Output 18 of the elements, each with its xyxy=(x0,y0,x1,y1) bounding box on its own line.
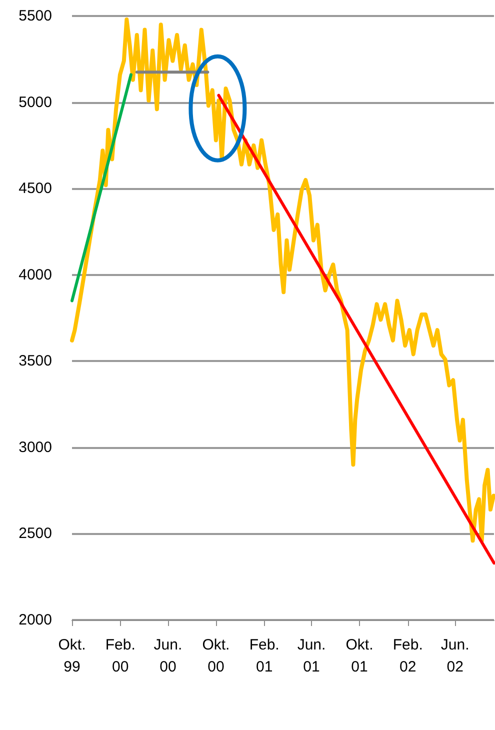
y-tick-label: 3500 xyxy=(18,352,52,370)
y-tick-label: 2000 xyxy=(18,612,52,628)
y-tick-label: 4500 xyxy=(18,180,52,198)
y-tick-label: 5500 xyxy=(18,8,52,24)
x-tick-label: Okt. 99 xyxy=(58,636,86,676)
x-tick-label: Okt. 01 xyxy=(346,636,374,676)
y-tick-label: 3000 xyxy=(18,438,52,456)
y-tick-label: 2500 xyxy=(18,525,52,542)
y-tick-label: 5000 xyxy=(18,94,52,111)
x-tick-label: Feb. 01 xyxy=(249,636,280,676)
y-tick-label: 4000 xyxy=(18,266,52,284)
x-tick-label: Jun. 02 xyxy=(440,636,470,676)
x-tick-label: Jun. 00 xyxy=(154,636,182,676)
x-tick-label: Feb. 00 xyxy=(105,636,136,676)
x-tick-label: Okt. 00 xyxy=(202,636,230,676)
line-series xyxy=(70,17,495,543)
x-tick-label: Feb. 02 xyxy=(392,636,423,676)
x-tick-label: Jun. 01 xyxy=(297,636,326,676)
